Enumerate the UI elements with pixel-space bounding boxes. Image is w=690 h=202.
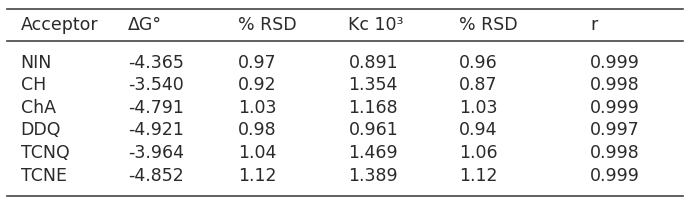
- Text: 0.998: 0.998: [590, 144, 640, 162]
- Text: 0.97: 0.97: [238, 54, 277, 72]
- Text: -4.852: -4.852: [128, 167, 184, 185]
- Text: 0.891: 0.891: [348, 54, 398, 72]
- Text: ΔG°: ΔG°: [128, 16, 161, 34]
- Text: 0.92: 0.92: [238, 76, 277, 94]
- Text: 0.999: 0.999: [590, 99, 640, 117]
- Text: TCNQ: TCNQ: [21, 144, 70, 162]
- Text: r: r: [590, 16, 598, 34]
- Text: TCNE: TCNE: [21, 167, 67, 185]
- Text: 0.997: 0.997: [590, 121, 640, 140]
- Text: 0.94: 0.94: [459, 121, 497, 140]
- Text: Kc 10³: Kc 10³: [348, 16, 404, 34]
- Text: % RSD: % RSD: [238, 16, 297, 34]
- Text: Acceptor: Acceptor: [21, 16, 99, 34]
- Text: -4.791: -4.791: [128, 99, 184, 117]
- Text: 1.12: 1.12: [459, 167, 497, 185]
- Text: 1.168: 1.168: [348, 99, 398, 117]
- Text: 0.961: 0.961: [348, 121, 398, 140]
- Text: -4.365: -4.365: [128, 54, 184, 72]
- Text: 1.04: 1.04: [238, 144, 277, 162]
- Text: 1.03: 1.03: [459, 99, 497, 117]
- Text: -3.540: -3.540: [128, 76, 184, 94]
- Text: DDQ: DDQ: [21, 121, 61, 140]
- Text: 1.06: 1.06: [459, 144, 497, 162]
- Text: 1.354: 1.354: [348, 76, 398, 94]
- Text: 1.469: 1.469: [348, 144, 398, 162]
- Text: CH: CH: [21, 76, 46, 94]
- Text: 0.999: 0.999: [590, 167, 640, 185]
- Text: 0.998: 0.998: [590, 76, 640, 94]
- Text: 1.12: 1.12: [238, 167, 277, 185]
- Text: -3.964: -3.964: [128, 144, 184, 162]
- Text: NIN: NIN: [21, 54, 52, 72]
- Text: 0.96: 0.96: [459, 54, 497, 72]
- Text: 0.999: 0.999: [590, 54, 640, 72]
- Text: 0.87: 0.87: [459, 76, 497, 94]
- Text: % RSD: % RSD: [459, 16, 518, 34]
- Text: ChA: ChA: [21, 99, 56, 117]
- Text: 1.389: 1.389: [348, 167, 398, 185]
- Text: 0.98: 0.98: [238, 121, 277, 140]
- Text: -4.921: -4.921: [128, 121, 184, 140]
- Text: 1.03: 1.03: [238, 99, 277, 117]
